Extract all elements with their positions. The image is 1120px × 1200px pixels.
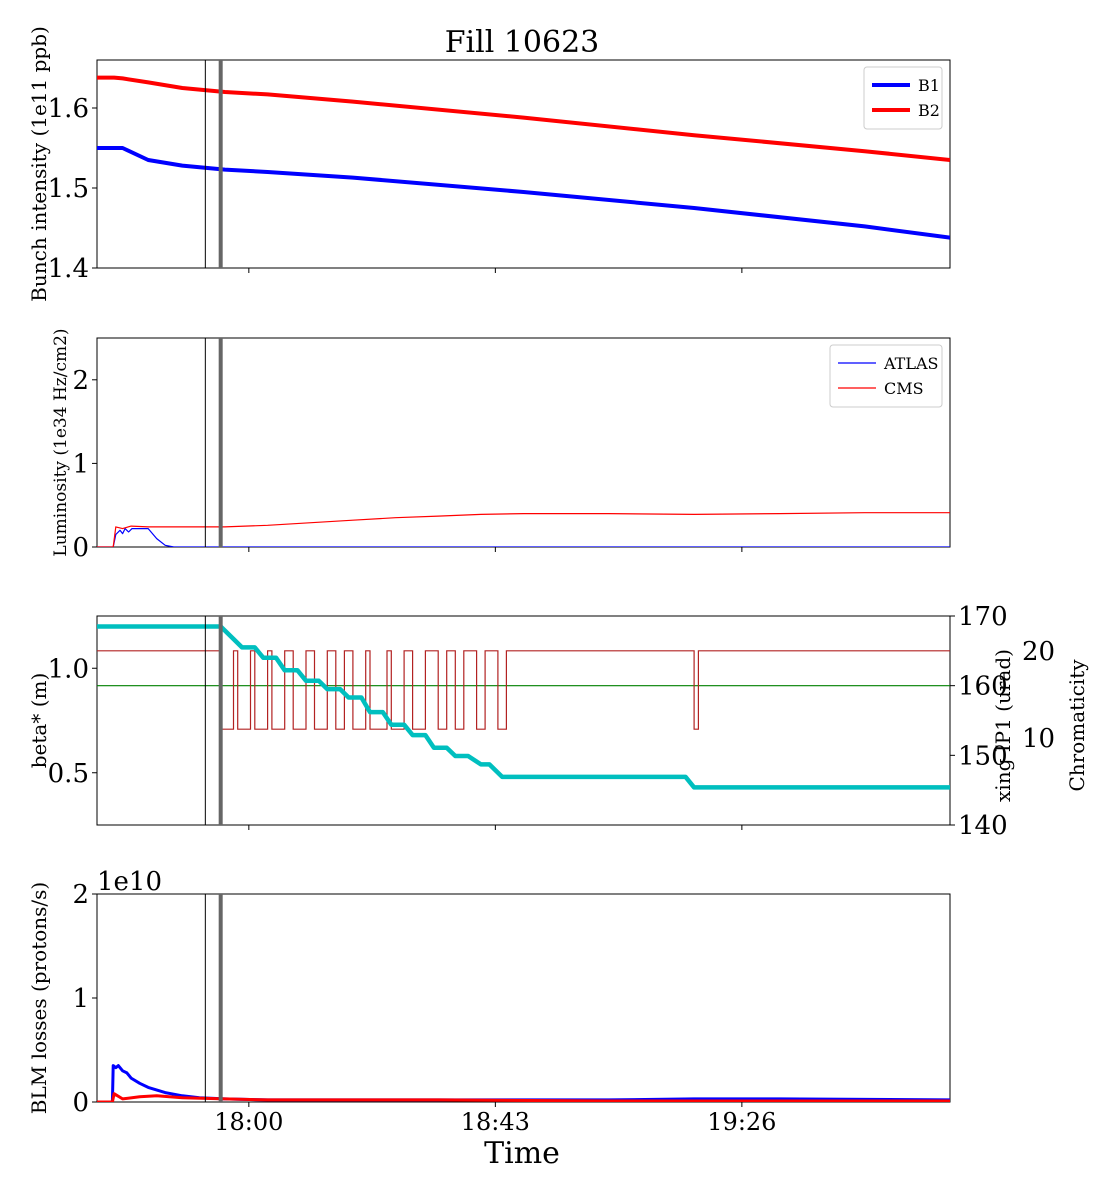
legend-label: B2 (918, 101, 940, 120)
y-offset-text: 1e10 (97, 867, 162, 897)
series-chromaticity-line (97, 650, 950, 730)
series-atlas-line (97, 527, 950, 547)
y-tick-label: 1.5 (48, 174, 89, 204)
axes-frame (96, 59, 951, 269)
y-tick-label: 1 (72, 984, 89, 1014)
y-tick-label: 1.0 (48, 654, 89, 684)
y-axis-label: beta* (m) (27, 673, 51, 769)
y-tick-label: 2 (72, 880, 89, 910)
y-tick-label: 2 (72, 366, 89, 396)
panel-losses: 0 1 2 18:00 18:43 19:26 BLM losses (protons/s)… (27, 867, 951, 1136)
axes-frame (96, 337, 951, 548)
y-right2-tick-label: 10 (1022, 724, 1055, 754)
series-b1-losses-line (97, 1064, 950, 1102)
y-right-tick-label: 150 (958, 741, 1008, 771)
series-b1-line (97, 146, 950, 240)
y-right-tick-label: 140 (958, 811, 1008, 841)
y-tick-label: 1 (72, 449, 89, 479)
y-tick-label: 1.6 (48, 94, 89, 124)
series-beta-line (97, 624, 950, 790)
series-b2-losses-line (97, 1092, 950, 1102)
y-right-tick-label: 160 (958, 672, 1008, 702)
axes-frame (96, 615, 951, 826)
series-b2-line (97, 75, 950, 162)
legend-label: ATLAS (883, 354, 939, 373)
plot-area (97, 624, 950, 790)
x-tick-label: 18:43 (461, 1108, 530, 1136)
y-tick-label: 0 (72, 1088, 89, 1118)
y-axis-label: BLM losses (protons/s) (27, 882, 51, 1114)
x-tick-label: 19:26 (707, 1108, 776, 1136)
y-tick-label: 0 (72, 533, 89, 563)
series-cms-line (97, 512, 950, 547)
plot-area (97, 512, 950, 547)
legend-box (863, 66, 943, 130)
plot-area (97, 1064, 950, 1102)
y-right2-tick-label: 20 (1022, 637, 1055, 667)
y-right-tick-label: 170 (958, 602, 1008, 632)
x-axis-label: Time (484, 1136, 560, 1171)
figure-title: Fill 10623 (445, 25, 600, 60)
y-right-axis-label: xing IP1 (urad) (991, 649, 1015, 802)
y-tick-label: 1.4 (48, 254, 89, 284)
axes-frame (96, 893, 951, 1103)
y-tick-label: 0.5 (48, 759, 89, 789)
y-axis-label: Bunch intensity (1e11 ppb) (27, 26, 51, 302)
plot-area (97, 75, 950, 240)
x-tick-label: 18:00 (214, 1108, 283, 1136)
legend: ATLAS CMS (829, 344, 943, 408)
y-right2-axis-label: Chromaticity (1065, 659, 1089, 792)
legend-label: B1 (918, 76, 940, 95)
legend-label: CMS (884, 379, 924, 398)
legend-box (829, 344, 943, 408)
y-axis-label: Luminosity (1e34 Hz/cm2) (51, 328, 71, 556)
